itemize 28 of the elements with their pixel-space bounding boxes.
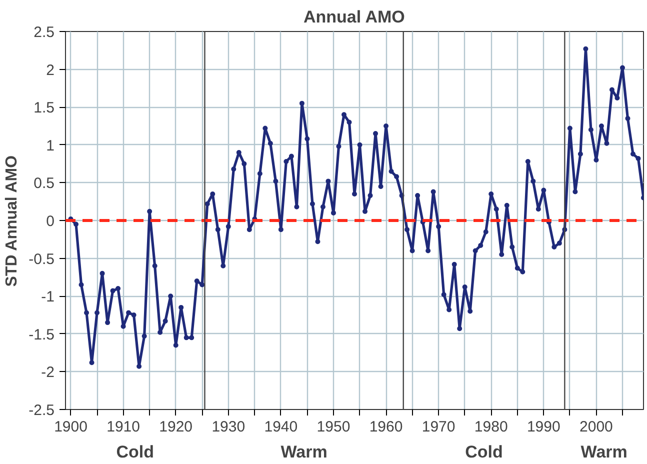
x-tick-label: 1980 — [474, 418, 508, 436]
text: Cold — [465, 442, 503, 462]
text: Warm — [280, 442, 328, 462]
y-tick-label: 0 — [46, 213, 54, 230]
x-tick-label: 1970 — [422, 418, 456, 436]
text: Warm — [580, 442, 628, 462]
y-tick-label: -1 — [41, 288, 55, 306]
y-tick-label: 1.5 — [34, 100, 55, 117]
y-tick-label: -1.5 — [28, 326, 55, 344]
y-tick-label: 0.5 — [34, 175, 55, 192]
y-tick-label: -2 — [41, 364, 55, 382]
y-axis-title: STD Annual AMO — [4, 155, 21, 287]
y-tick-label: 2.5 — [34, 24, 55, 41]
x-tick-label: 1920 — [159, 418, 193, 436]
chart-title: Annual AMO — [304, 8, 405, 26]
x-tick-label: 1990 — [526, 418, 560, 436]
x-tick-label: 1940 — [264, 418, 298, 436]
x-tick-label: 1930 — [212, 418, 246, 436]
x-tick-label: 1950 — [316, 418, 350, 436]
y-tick-label: -0.5 — [28, 250, 55, 268]
x-tick-label: 1900 — [54, 418, 88, 436]
y-tick-label: 1 — [46, 137, 54, 154]
y-tick-label: -2.5 — [28, 402, 55, 419]
text: Cold — [116, 442, 154, 462]
x-tick-label: 1960 — [369, 418, 403, 436]
x-tick-label: 1910 — [106, 418, 140, 436]
y-tick-label: 2 — [46, 62, 54, 79]
x-tick-label: 2000 — [580, 418, 613, 436]
